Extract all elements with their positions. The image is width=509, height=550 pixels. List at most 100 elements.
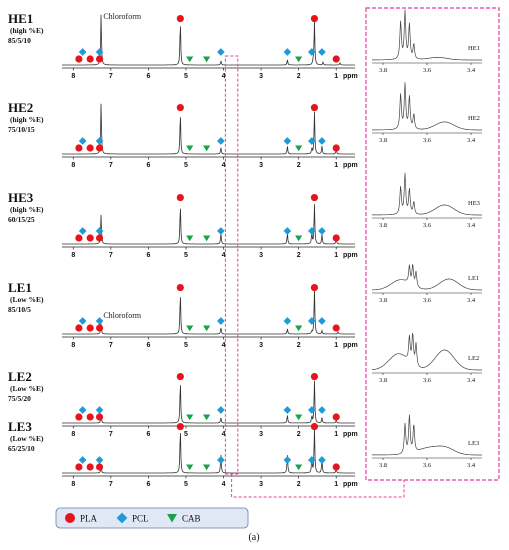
tick-label: 7 bbox=[109, 162, 113, 169]
cab-marker bbox=[295, 235, 303, 242]
pcl-marker bbox=[318, 317, 326, 325]
tick-label: 4 bbox=[222, 252, 226, 259]
cab-marker bbox=[186, 56, 194, 63]
sample-ratio: 75/5/20 bbox=[8, 394, 31, 403]
inset-label: LE3 bbox=[468, 440, 479, 447]
pcl-marker bbox=[95, 48, 104, 56]
pla-marker bbox=[95, 413, 104, 421]
tick-label: 1 bbox=[334, 481, 338, 488]
tick-label: 8 bbox=[71, 162, 75, 169]
highlight-connector bbox=[231, 474, 405, 498]
tick-label: 2 bbox=[297, 73, 301, 80]
pcl-marker bbox=[95, 317, 104, 325]
pla-marker bbox=[95, 463, 104, 471]
inset-tick-label: 3.8 bbox=[379, 297, 387, 304]
tick-label: 4 bbox=[222, 73, 226, 80]
spectrum-trace bbox=[62, 427, 355, 474]
tick-label: 7 bbox=[109, 481, 113, 488]
pcl-marker bbox=[307, 456, 316, 464]
inset-trace bbox=[372, 172, 482, 216]
sample-condition: (Low %E) bbox=[10, 434, 44, 443]
inset-tick-label: 3.4 bbox=[467, 462, 476, 469]
inset-tick-label: 3.6 bbox=[423, 67, 432, 74]
inset-le3: 3.8 3.6 3.4 LE3 bbox=[372, 414, 482, 469]
tick-label: 3 bbox=[259, 162, 263, 169]
pla-marker bbox=[310, 193, 319, 202]
pla-marker bbox=[310, 372, 319, 381]
sample-name: HE3 bbox=[8, 190, 34, 205]
tick-label: 5 bbox=[184, 342, 188, 349]
pcl-marker bbox=[78, 406, 87, 414]
cab-marker bbox=[186, 414, 194, 421]
tick-label: 7 bbox=[109, 73, 113, 80]
pcl-marker bbox=[95, 406, 104, 414]
tick-label: 5 bbox=[184, 431, 188, 438]
tick-label: 3 bbox=[259, 431, 263, 438]
spectrum-le3: LE3(Low %E)65/25/10 8 7 6 5 4 3 2 1 ppm bbox=[8, 419, 358, 488]
pla-marker bbox=[332, 413, 340, 421]
pcl-marker bbox=[95, 456, 104, 464]
spectrum-he1: HE1(high %E)85/5/10 8 7 6 5 4 3 2 1 ppm Chloroform bbox=[8, 11, 358, 80]
pcl-marker bbox=[78, 227, 87, 235]
cab-marker bbox=[203, 464, 211, 471]
pla-marker bbox=[310, 103, 319, 112]
spectrum-trace bbox=[62, 14, 355, 66]
inset-tick-label: 3.6 bbox=[423, 377, 432, 384]
legend-cab-marker bbox=[167, 514, 177, 523]
pcl-marker bbox=[318, 137, 326, 145]
tick-label: 5 bbox=[184, 73, 188, 80]
cab-marker bbox=[295, 325, 303, 332]
tick-label: 8 bbox=[71, 481, 75, 488]
tick-label: 4 bbox=[222, 431, 226, 438]
inset-tick-label: 3.6 bbox=[423, 297, 432, 304]
tick-label: 2 bbox=[297, 162, 301, 169]
sample-ratio: 65/25/10 bbox=[8, 444, 35, 453]
inset-label: HE1 bbox=[468, 45, 480, 52]
cab-marker bbox=[186, 235, 194, 242]
inset-tick-label: 3.4 bbox=[467, 222, 476, 229]
pla-marker bbox=[310, 14, 319, 23]
highlight-layer bbox=[224, 55, 405, 498]
tick-label: 3 bbox=[259, 252, 263, 259]
inset-label: LE1 bbox=[468, 275, 479, 282]
cab-marker bbox=[203, 145, 211, 152]
cab-marker bbox=[186, 145, 194, 152]
cab-marker bbox=[295, 145, 303, 152]
pla-marker bbox=[75, 55, 83, 63]
tick-label: 7 bbox=[109, 252, 113, 259]
tick-label: 2 bbox=[297, 481, 301, 488]
inset-tick-label: 3.4 bbox=[467, 137, 476, 144]
legend-label: PCL bbox=[132, 514, 149, 524]
inset-le1: 3.8 3.6 3.4 LE1 bbox=[372, 264, 482, 304]
ppm-label: ppm bbox=[343, 431, 358, 438]
pcl-marker bbox=[307, 227, 316, 235]
cab-marker bbox=[186, 464, 194, 471]
inset-tick-label: 3.6 bbox=[423, 462, 432, 469]
sample-name: HE1 bbox=[8, 11, 33, 26]
pla-marker bbox=[86, 144, 94, 152]
pcl-marker bbox=[283, 317, 292, 325]
spectrum-he2: HE2(high %E)75/10/15 8 7 6 5 4 3 2 1 ppm bbox=[8, 100, 358, 169]
sample-ratio: 60/15/25 bbox=[8, 215, 35, 224]
ppm-label: ppm bbox=[343, 481, 358, 488]
tick-label: 3 bbox=[259, 73, 263, 80]
pla-marker bbox=[310, 422, 319, 431]
spectrum-trace bbox=[62, 103, 355, 155]
inset-trace bbox=[372, 264, 482, 291]
pla-marker bbox=[75, 144, 83, 152]
pla-marker bbox=[332, 234, 340, 242]
pcl-marker bbox=[307, 48, 316, 56]
tick-label: 6 bbox=[146, 252, 150, 259]
chloroform-label: Chloroform bbox=[103, 12, 142, 21]
highlight-region bbox=[224, 55, 239, 475]
sample-condition: (high %E) bbox=[10, 115, 44, 124]
tick-label: 6 bbox=[146, 431, 150, 438]
inset-tick-label: 3.4 bbox=[467, 377, 476, 384]
inset-frame bbox=[365, 7, 500, 481]
pcl-marker bbox=[283, 456, 292, 464]
pla-marker bbox=[95, 144, 104, 152]
tick-label: 1 bbox=[334, 252, 338, 259]
pla-marker bbox=[176, 372, 184, 381]
inset-trace bbox=[372, 414, 482, 456]
cab-marker bbox=[295, 56, 303, 63]
